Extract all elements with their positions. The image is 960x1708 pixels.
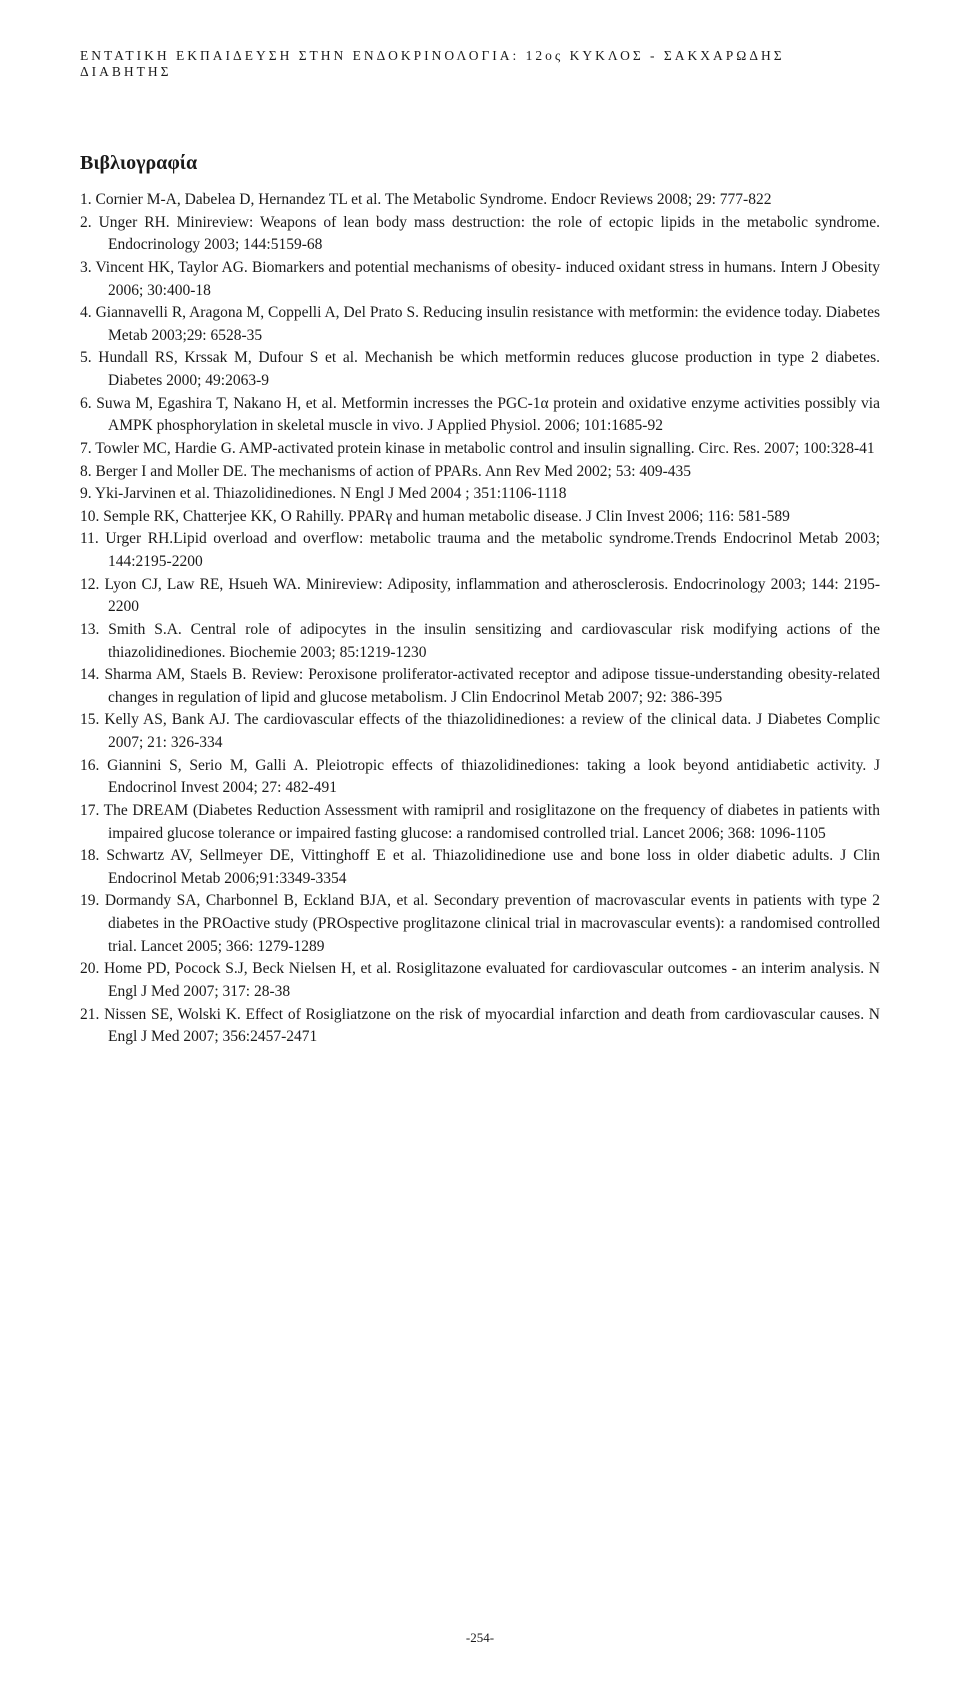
reference-item: 13. Smith S.A. Central role of adipocyte…: [80, 619, 880, 664]
reference-number: 2.: [80, 214, 92, 231]
reference-text: Dormandy SA, Charbonnel B, Eckland BJA, …: [99, 892, 880, 954]
reference-item: 18. Schwartz AV, Sellmeyer DE, Vittingho…: [80, 845, 880, 890]
references-list: 1. Cornier M-A, Dabelea D, Hernandez TL …: [80, 189, 880, 1049]
reference-text: Towler MC, Hardie G. AMP-activated prote…: [92, 440, 875, 457]
reference-number: 11.: [80, 530, 99, 547]
reference-text: Schwartz AV, Sellmeyer DE, Vittinghoff E…: [99, 847, 880, 887]
reference-text: Cornier M-A, Dabelea D, Hernandez TL et …: [92, 191, 772, 208]
section-title: Βιβλιογραφία: [80, 152, 880, 175]
page-number: -254-: [466, 1630, 494, 1646]
reference-text: Nissen SE, Wolski K. Effect of Rosigliat…: [99, 1006, 880, 1046]
reference-item: 14. Sharma AM, Staels B. Review: Peroxis…: [80, 664, 880, 709]
reference-item: 2. Unger RH. Minireview: Weapons of lean…: [80, 212, 880, 257]
reference-number: 1.: [80, 191, 92, 208]
reference-number: 18.: [80, 847, 99, 864]
reference-item: 10. Semple RK, Chatterjee KK, O Rahilly.…: [80, 506, 880, 529]
reference-text: Lyon CJ, Law RE, Hsueh WA. Minireview: A…: [99, 576, 880, 616]
reference-text: Home PD, Pocock S.J, Beck Nielsen H, et …: [99, 960, 880, 1000]
reference-text: Sharma AM, Staels B. Review: Peroxisone …: [99, 666, 880, 706]
reference-item: 17. The DREAM (Diabetes Reduction Assess…: [80, 800, 880, 845]
reference-item: 1. Cornier M-A, Dabelea D, Hernandez TL …: [80, 189, 880, 212]
reference-number: 12.: [80, 576, 99, 593]
reference-item: 6. Suwa M, Egashira T, Nakano H, et al. …: [80, 393, 880, 438]
reference-number: 9.: [80, 485, 92, 502]
reference-item: 9. Yki-Jarvinen et al. Thiazolidinedione…: [80, 483, 880, 506]
running-header: ΕΝΤΑΤΙΚΗ ΕΚΠΑΙΔΕΥΣΗ ΣΤΗΝ ΕΝΔΟΚΡΙΝΟΛΟΓΙΑ:…: [80, 48, 880, 80]
reference-text: Unger RH. Minireview: Weapons of lean bo…: [92, 214, 880, 254]
reference-text: Hundall RS, Krssak M, Dufour S et al. Me…: [92, 349, 880, 389]
reference-text: Giannavelli R, Aragona M, Coppelli A, De…: [92, 304, 880, 344]
reference-text: Semple RK, Chatterjee KK, O Rahilly. PPA…: [99, 508, 790, 525]
reference-item: 5. Hundall RS, Krssak M, Dufour S et al.…: [80, 347, 880, 392]
reference-item: 16. Giannini S, Serio M, Galli A. Pleiot…: [80, 755, 880, 800]
reference-number: 10.: [80, 508, 99, 525]
reference-text: Yki-Jarvinen et al. Thiazolidinediones. …: [92, 485, 567, 502]
reference-number: 8.: [80, 463, 92, 480]
reference-number: 5.: [80, 349, 92, 366]
reference-number: 3.: [80, 259, 92, 276]
reference-number: 7.: [80, 440, 92, 457]
reference-number: 17.: [80, 802, 99, 819]
reference-item: 3. Vincent HK, Taylor AG. Biomarkers and…: [80, 257, 880, 302]
reference-item: 20. Home PD, Pocock S.J, Beck Nielsen H,…: [80, 958, 880, 1003]
reference-number: 13.: [80, 621, 99, 638]
reference-text: Kelly AS, Bank AJ. The cardiovascular ef…: [99, 711, 880, 751]
reference-item: 19. Dormandy SA, Charbonnel B, Eckland B…: [80, 890, 880, 958]
reference-item: 7. Towler MC, Hardie G. AMP-activated pr…: [80, 438, 880, 461]
reference-number: 16.: [80, 757, 99, 774]
reference-text: The DREAM (Diabetes Reduction Assessment…: [99, 802, 880, 842]
reference-item: 21. Nissen SE, Wolski K. Effect of Rosig…: [80, 1004, 880, 1049]
reference-item: 12. Lyon CJ, Law RE, Hsueh WA. Minirevie…: [80, 574, 880, 619]
reference-number: 4.: [80, 304, 92, 321]
reference-item: 8. Berger I and Moller DE. The mechanism…: [80, 461, 880, 484]
reference-item: 11. Urger RH.Lipid overload and overflow…: [80, 528, 880, 573]
reference-item: 4. Giannavelli R, Aragona M, Coppelli A,…: [80, 302, 880, 347]
reference-text: Vincent HK, Taylor AG. Biomarkers and po…: [92, 259, 880, 299]
reference-number: 19.: [80, 892, 99, 909]
reference-number: 20.: [80, 960, 99, 977]
reference-number: 14.: [80, 666, 99, 683]
reference-number: 6.: [80, 395, 92, 412]
reference-text: Berger I and Moller DE. The mechanisms o…: [92, 463, 691, 480]
reference-text: Suwa M, Egashira T, Nakano H, et al. Met…: [92, 395, 880, 435]
page: ΕΝΤΑΤΙΚΗ ΕΚΠΑΙΔΕΥΣΗ ΣΤΗΝ ΕΝΔΟΚΡΙΝΟΛΟΓΙΑ:…: [80, 48, 880, 1668]
reference-text: Urger RH.Lipid overload and overflow: me…: [99, 530, 880, 570]
reference-text: Smith S.A. Central role of adipocytes in…: [99, 621, 880, 661]
reference-item: 15. Kelly AS, Bank AJ. The cardiovascula…: [80, 709, 880, 754]
reference-text: Giannini S, Serio M, Galli A. Pleiotropi…: [99, 757, 880, 797]
reference-number: 21.: [80, 1006, 99, 1023]
reference-number: 15.: [80, 711, 99, 728]
